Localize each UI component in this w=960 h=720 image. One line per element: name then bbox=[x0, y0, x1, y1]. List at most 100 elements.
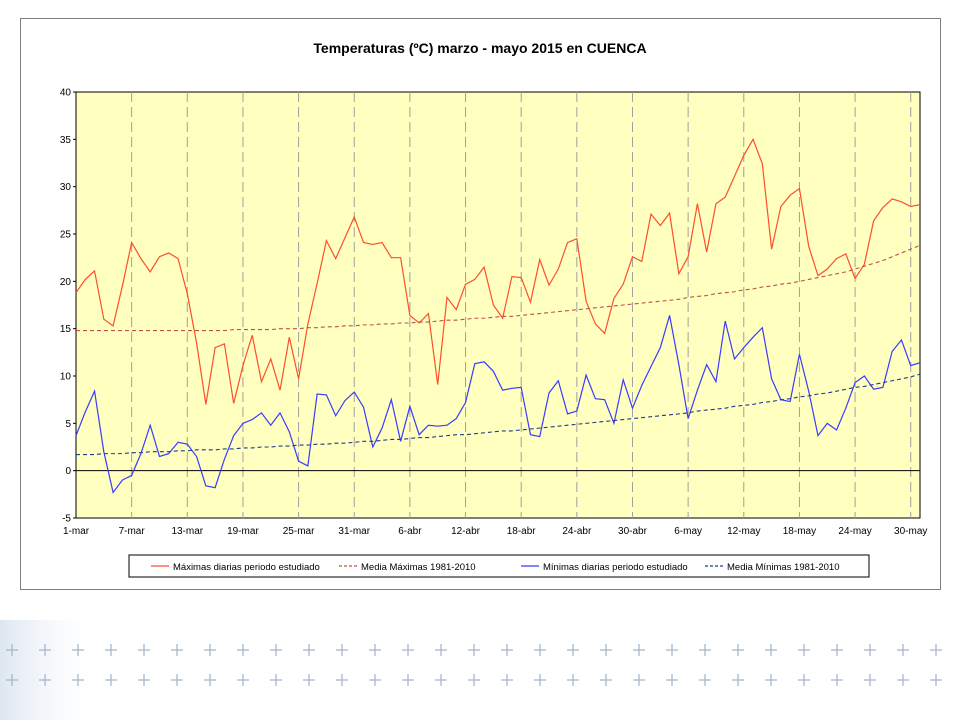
decorative-cross bbox=[567, 644, 579, 656]
decorative-cross bbox=[864, 644, 876, 656]
x-tick-label: 6-may bbox=[674, 526, 702, 537]
series-line-0 bbox=[75, 137, 921, 405]
x-tick-label: 24-abr bbox=[562, 526, 592, 537]
y-tick-label: 10 bbox=[60, 372, 72, 383]
decorative-cross bbox=[864, 674, 876, 686]
series-line-1 bbox=[76, 244, 921, 332]
decorative-cross bbox=[534, 674, 546, 686]
x-tick-label: 25-mar bbox=[283, 526, 315, 537]
x-tick-label: 18-abr bbox=[507, 526, 537, 537]
decorative-cross bbox=[105, 674, 117, 686]
x-tick-label: 24-may bbox=[838, 526, 871, 537]
decorative-cross bbox=[303, 644, 315, 656]
series-line-2 bbox=[75, 315, 921, 494]
decorative-cross bbox=[270, 674, 282, 686]
decorative-cross bbox=[237, 644, 249, 656]
decorative-cross bbox=[105, 644, 117, 656]
decorative-cross bbox=[204, 674, 216, 686]
x-tick-label: 1-mar bbox=[63, 526, 90, 537]
decorative-cross bbox=[831, 674, 843, 686]
decorative-cross bbox=[468, 674, 480, 686]
decorative-cross bbox=[435, 644, 447, 656]
series-line-3 bbox=[76, 373, 921, 456]
legend-box bbox=[128, 554, 870, 578]
decorative-cross bbox=[699, 674, 711, 686]
grid-lines bbox=[76, 92, 920, 518]
decorative-cross bbox=[501, 644, 513, 656]
temperature-chart: Temperaturas (ºC) marzo - mayo 2015 en C… bbox=[60, 40, 928, 578]
decorative-cross bbox=[600, 674, 612, 686]
decorative-cross bbox=[138, 644, 150, 656]
decorative-cross bbox=[72, 644, 84, 656]
y-tick-label: 20 bbox=[60, 277, 72, 288]
y-tick-label: 30 bbox=[60, 182, 72, 193]
x-tick-label: 30-may bbox=[894, 526, 927, 537]
legend-label: Máximas diarias periodo estudiado bbox=[173, 562, 320, 573]
decorative-cross bbox=[567, 674, 579, 686]
decorative-cross bbox=[930, 674, 942, 686]
legend-label: Mínimas diarias periodo estudiado bbox=[543, 562, 688, 573]
x-tick-label: 12-may bbox=[727, 526, 760, 537]
decorative-cross bbox=[666, 674, 678, 686]
y-tick-label: 35 bbox=[60, 135, 72, 146]
decorative-cross bbox=[171, 674, 183, 686]
decorative-cross bbox=[831, 644, 843, 656]
x-tick-label: 7-mar bbox=[119, 526, 146, 537]
decorative-cross bbox=[930, 644, 942, 656]
decorative-cross bbox=[171, 644, 183, 656]
decorative-cross bbox=[336, 674, 348, 686]
decorative-cross bbox=[204, 644, 216, 656]
decorative-cross bbox=[732, 674, 744, 686]
decorative-cross bbox=[39, 644, 51, 656]
decorative-cross bbox=[39, 674, 51, 686]
decorative-cross bbox=[765, 674, 777, 686]
decorative-cross bbox=[897, 644, 909, 656]
x-tick-label: 19-mar bbox=[227, 526, 259, 537]
x-tick-label: 12-abr bbox=[451, 526, 481, 537]
legend: Máximas diarias periodo estudiado Media M… bbox=[128, 554, 870, 578]
chart-frame: Temperaturas (ºC) marzo - mayo 2015 en C… bbox=[20, 18, 941, 590]
y-tick-label: 25 bbox=[60, 230, 72, 241]
decorative-cross bbox=[633, 674, 645, 686]
decorative-cross bbox=[765, 644, 777, 656]
decorative-cross bbox=[369, 644, 381, 656]
y-tick-label: 0 bbox=[65, 466, 71, 477]
decorative-cross bbox=[6, 644, 18, 656]
decorative-cross bbox=[897, 674, 909, 686]
decorative-cross bbox=[138, 674, 150, 686]
chart-title: Temperaturas (ºC) marzo - mayo 2015 en C… bbox=[313, 40, 646, 56]
decorative-cross bbox=[699, 644, 711, 656]
x-tick-label: 13-mar bbox=[171, 526, 203, 537]
decorative-cross bbox=[237, 674, 249, 686]
decorative-cross bbox=[798, 674, 810, 686]
decorative-cross bbox=[435, 674, 447, 686]
decorative-cross bbox=[534, 644, 546, 656]
decorative-cross bbox=[468, 644, 480, 656]
y-tick-label: 40 bbox=[60, 88, 72, 99]
decorative-cross bbox=[402, 644, 414, 656]
decorative-cross bbox=[798, 644, 810, 656]
decorative-cross bbox=[270, 644, 282, 656]
legend-label: Media Mínimas 1981-2010 bbox=[727, 562, 839, 573]
x-tick-label: 18-may bbox=[783, 526, 816, 537]
plot-area bbox=[75, 91, 921, 519]
decorative-cross bbox=[600, 644, 612, 656]
decorative-cross bbox=[336, 644, 348, 656]
decorative-cross bbox=[303, 674, 315, 686]
x-tick-label: 30-abr bbox=[618, 526, 648, 537]
x-tick-label: 31-mar bbox=[338, 526, 370, 537]
decorative-cross bbox=[402, 674, 414, 686]
y-tick-label: -5 bbox=[62, 514, 71, 525]
decorative-cross bbox=[501, 674, 513, 686]
series-lines bbox=[75, 137, 921, 494]
decorative-cross bbox=[72, 674, 84, 686]
background-cross-pattern bbox=[0, 620, 942, 720]
y-tick-label: 5 bbox=[65, 419, 71, 430]
legend-label: Media Máximas 1981-2010 bbox=[361, 562, 476, 573]
decorative-cross bbox=[369, 674, 381, 686]
axes: 1-mar 7-mar 13-mar 19-mar 25-mar 31-mar 6-abr 1… bbox=[60, 88, 928, 538]
decorative-cross bbox=[666, 644, 678, 656]
decorative-cross bbox=[6, 674, 18, 686]
x-tick-label: 6-abr bbox=[398, 526, 422, 537]
y-tick-label: 15 bbox=[60, 324, 72, 335]
